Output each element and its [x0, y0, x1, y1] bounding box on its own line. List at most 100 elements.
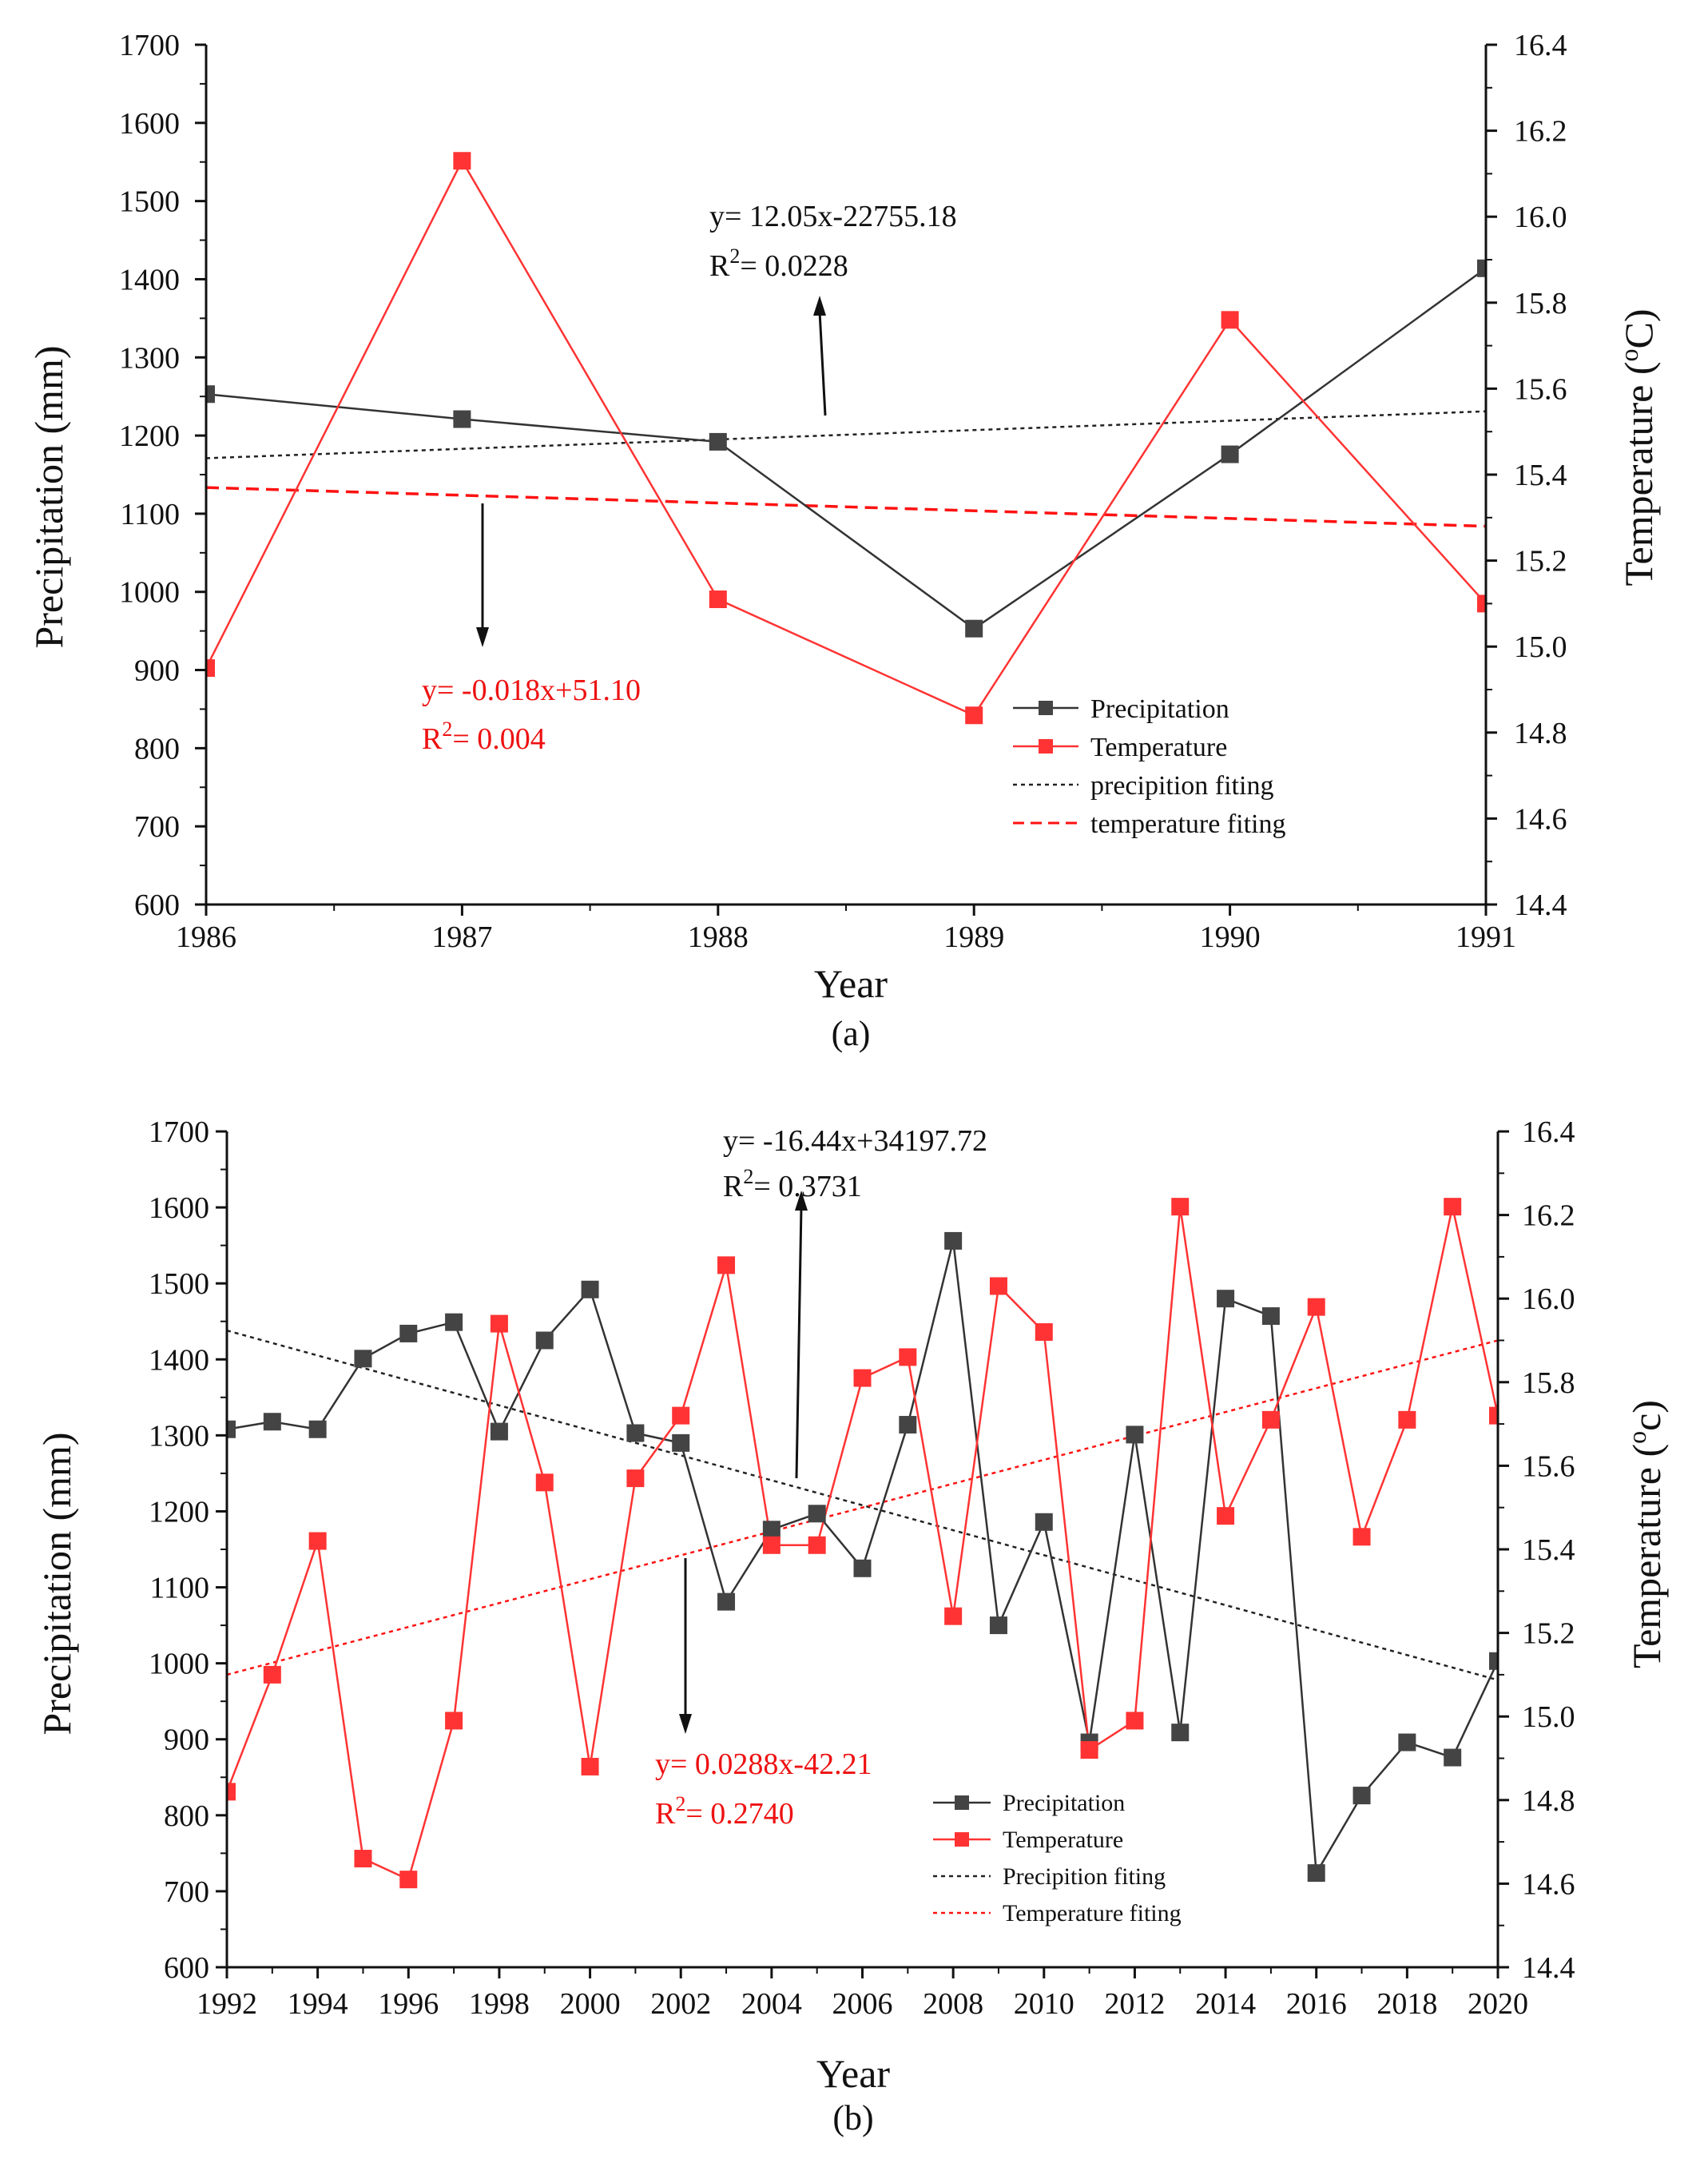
- temperature-point: [989, 1277, 1007, 1295]
- legend-item-temp-fit: temperature fiting: [1013, 809, 1286, 839]
- precipitation-point: [1489, 1652, 1498, 1670]
- temperature-point: [944, 1607, 963, 1625]
- x-tick-label: 2012: [1104, 1987, 1165, 2021]
- precipitation-point: [206, 385, 215, 404]
- precipitation-point: [672, 1433, 690, 1452]
- precipitation-point: [1444, 1748, 1462, 1767]
- legend-item-precip-fit: precipition fiting: [1013, 771, 1273, 801]
- y-tick-label: 700: [134, 810, 180, 844]
- temperature-point: [626, 1469, 645, 1488]
- temperature-point: [672, 1406, 690, 1425]
- y2-tick-label: 14.4: [1522, 1951, 1575, 1985]
- precipitation-point: [717, 1592, 736, 1611]
- temperature-point: [965, 706, 983, 725]
- y-tick-label: 700: [164, 1875, 209, 1909]
- precipitation-point: [808, 1505, 826, 1523]
- precipitation-point: [445, 1313, 463, 1331]
- y2-axis-title: Temperature (oc): [1623, 1400, 1669, 1668]
- temperature-point: [1444, 1198, 1462, 1216]
- precipitation-point: [965, 619, 983, 638]
- x-tick-label: 2008: [923, 1987, 983, 2021]
- y2-tick-label: 15.6: [1522, 1449, 1575, 1483]
- temperature-point: [717, 1256, 736, 1274]
- x-tick-label: 1991: [1456, 920, 1516, 954]
- y-tick-label: 1300: [149, 1419, 209, 1453]
- temp-fit-equation: y= -0.018x+51.10: [422, 674, 641, 707]
- temperature-point: [308, 1532, 327, 1550]
- temp-arrow-head: [679, 1714, 692, 1734]
- precipitation-point: [354, 1350, 372, 1368]
- y-axis-title: Precipitation (mm): [34, 1432, 79, 1735]
- y-tick-label: 1100: [120, 498, 180, 531]
- precip-annotation-arrow: [818, 311, 827, 416]
- x-tick-label: 1994: [288, 1987, 348, 2021]
- y-tick-label: 1300: [119, 341, 180, 375]
- temperature-point: [899, 1348, 917, 1366]
- x-tick-label: 2002: [650, 1987, 711, 2021]
- y-tick-label: 1400: [149, 1343, 209, 1377]
- temperature-point: [1221, 311, 1239, 329]
- temperature-point: [581, 1757, 599, 1775]
- precipitation-point: [490, 1422, 508, 1441]
- x-tick-label: 1987: [431, 920, 492, 954]
- temp-fit-r2: R2= 0.2740: [655, 1792, 794, 1831]
- precipitation-point: [899, 1416, 917, 1434]
- x-tick-label: 1992: [197, 1987, 257, 2021]
- y-tick-label: 600: [164, 1951, 209, 1985]
- precipitation-series-line: [205, 267, 1487, 630]
- legend-item-precip-fit: Precipition fiting: [933, 1863, 1166, 1890]
- temperature-point: [206, 659, 215, 678]
- precip-fit-equation: y= -16.44x+34197.72: [723, 1124, 987, 1158]
- y2-tick-label: 14.6: [1522, 1867, 1575, 1901]
- x-tick-label: 2014: [1195, 1987, 1256, 2021]
- temperature-fit-line: [205, 486, 1487, 528]
- legend-label: Precipitation: [1003, 1790, 1125, 1816]
- x-axis-title: Year: [816, 2051, 890, 2096]
- temperature-point: [853, 1369, 872, 1387]
- precipitation-point: [535, 1331, 554, 1350]
- y2-axis-title: Temperature (oC): [1615, 308, 1661, 586]
- y-tick-label: 1000: [119, 576, 180, 610]
- y2-tick-label: 14.4: [1514, 889, 1567, 922]
- y-tick-label: 1400: [119, 263, 180, 296]
- y2-tick-label: 14.8: [1522, 1784, 1575, 1818]
- y-tick-label: 900: [164, 1724, 209, 1757]
- precipitation-point: [1352, 1787, 1371, 1805]
- y2-tick-label: 16.0: [1514, 201, 1567, 234]
- legend-label: Precipition fiting: [1003, 1863, 1166, 1890]
- precipitation-point: [453, 410, 471, 428]
- y2-tick-label: 15.8: [1522, 1366, 1575, 1400]
- temperature-point: [1489, 1406, 1498, 1425]
- temperature-point: [1217, 1507, 1235, 1525]
- temperature-point: [1035, 1323, 1053, 1342]
- legend-item-temp-fit: Temperature fiting: [933, 1900, 1182, 1926]
- x-tick-label: 2020: [1468, 1987, 1528, 2021]
- temperature-point: [535, 1473, 554, 1492]
- legend-label: temperature fiting: [1090, 809, 1286, 839]
- precip-annotation-arrow: [795, 1206, 803, 1479]
- precipitation-point: [1398, 1733, 1416, 1751]
- precipitation-fit-line: [205, 410, 1487, 459]
- temperature-series-line: [205, 158, 1487, 717]
- y2-tick-label: 16.2: [1514, 115, 1567, 149]
- x-tick-label: 1998: [469, 1987, 530, 2021]
- legend-item-precipitation: Precipitation: [1013, 694, 1229, 724]
- chart-panel-a: 600 700 800 900 1000 1100 1200 1300 1400 1500 1600…: [26, 29, 1661, 1053]
- y2-tick-label: 16.0: [1522, 1282, 1575, 1316]
- y-tick-label: 1500: [119, 185, 180, 219]
- precip-fit-equation: y= 12.05x-22755.18: [709, 200, 957, 233]
- y-tick-label: 600: [134, 889, 180, 922]
- temp-arrow-head: [476, 627, 489, 647]
- x-tick-label: 2016: [1286, 1987, 1347, 2021]
- temperature-point: [1171, 1198, 1190, 1216]
- y-tick-label: 900: [134, 654, 180, 688]
- temperature-point: [445, 1712, 463, 1730]
- precipitation-point: [581, 1280, 599, 1298]
- temperature-point: [263, 1665, 281, 1684]
- temperature-point: [1307, 1298, 1325, 1316]
- temperature-point: [1080, 1741, 1098, 1759]
- temperature-point: [490, 1314, 508, 1333]
- precip-fit-r2: R2= 0.0228: [709, 245, 848, 283]
- x-tick-label: 2006: [832, 1987, 893, 2021]
- temp-fit-r2: R2= 0.004: [422, 718, 546, 756]
